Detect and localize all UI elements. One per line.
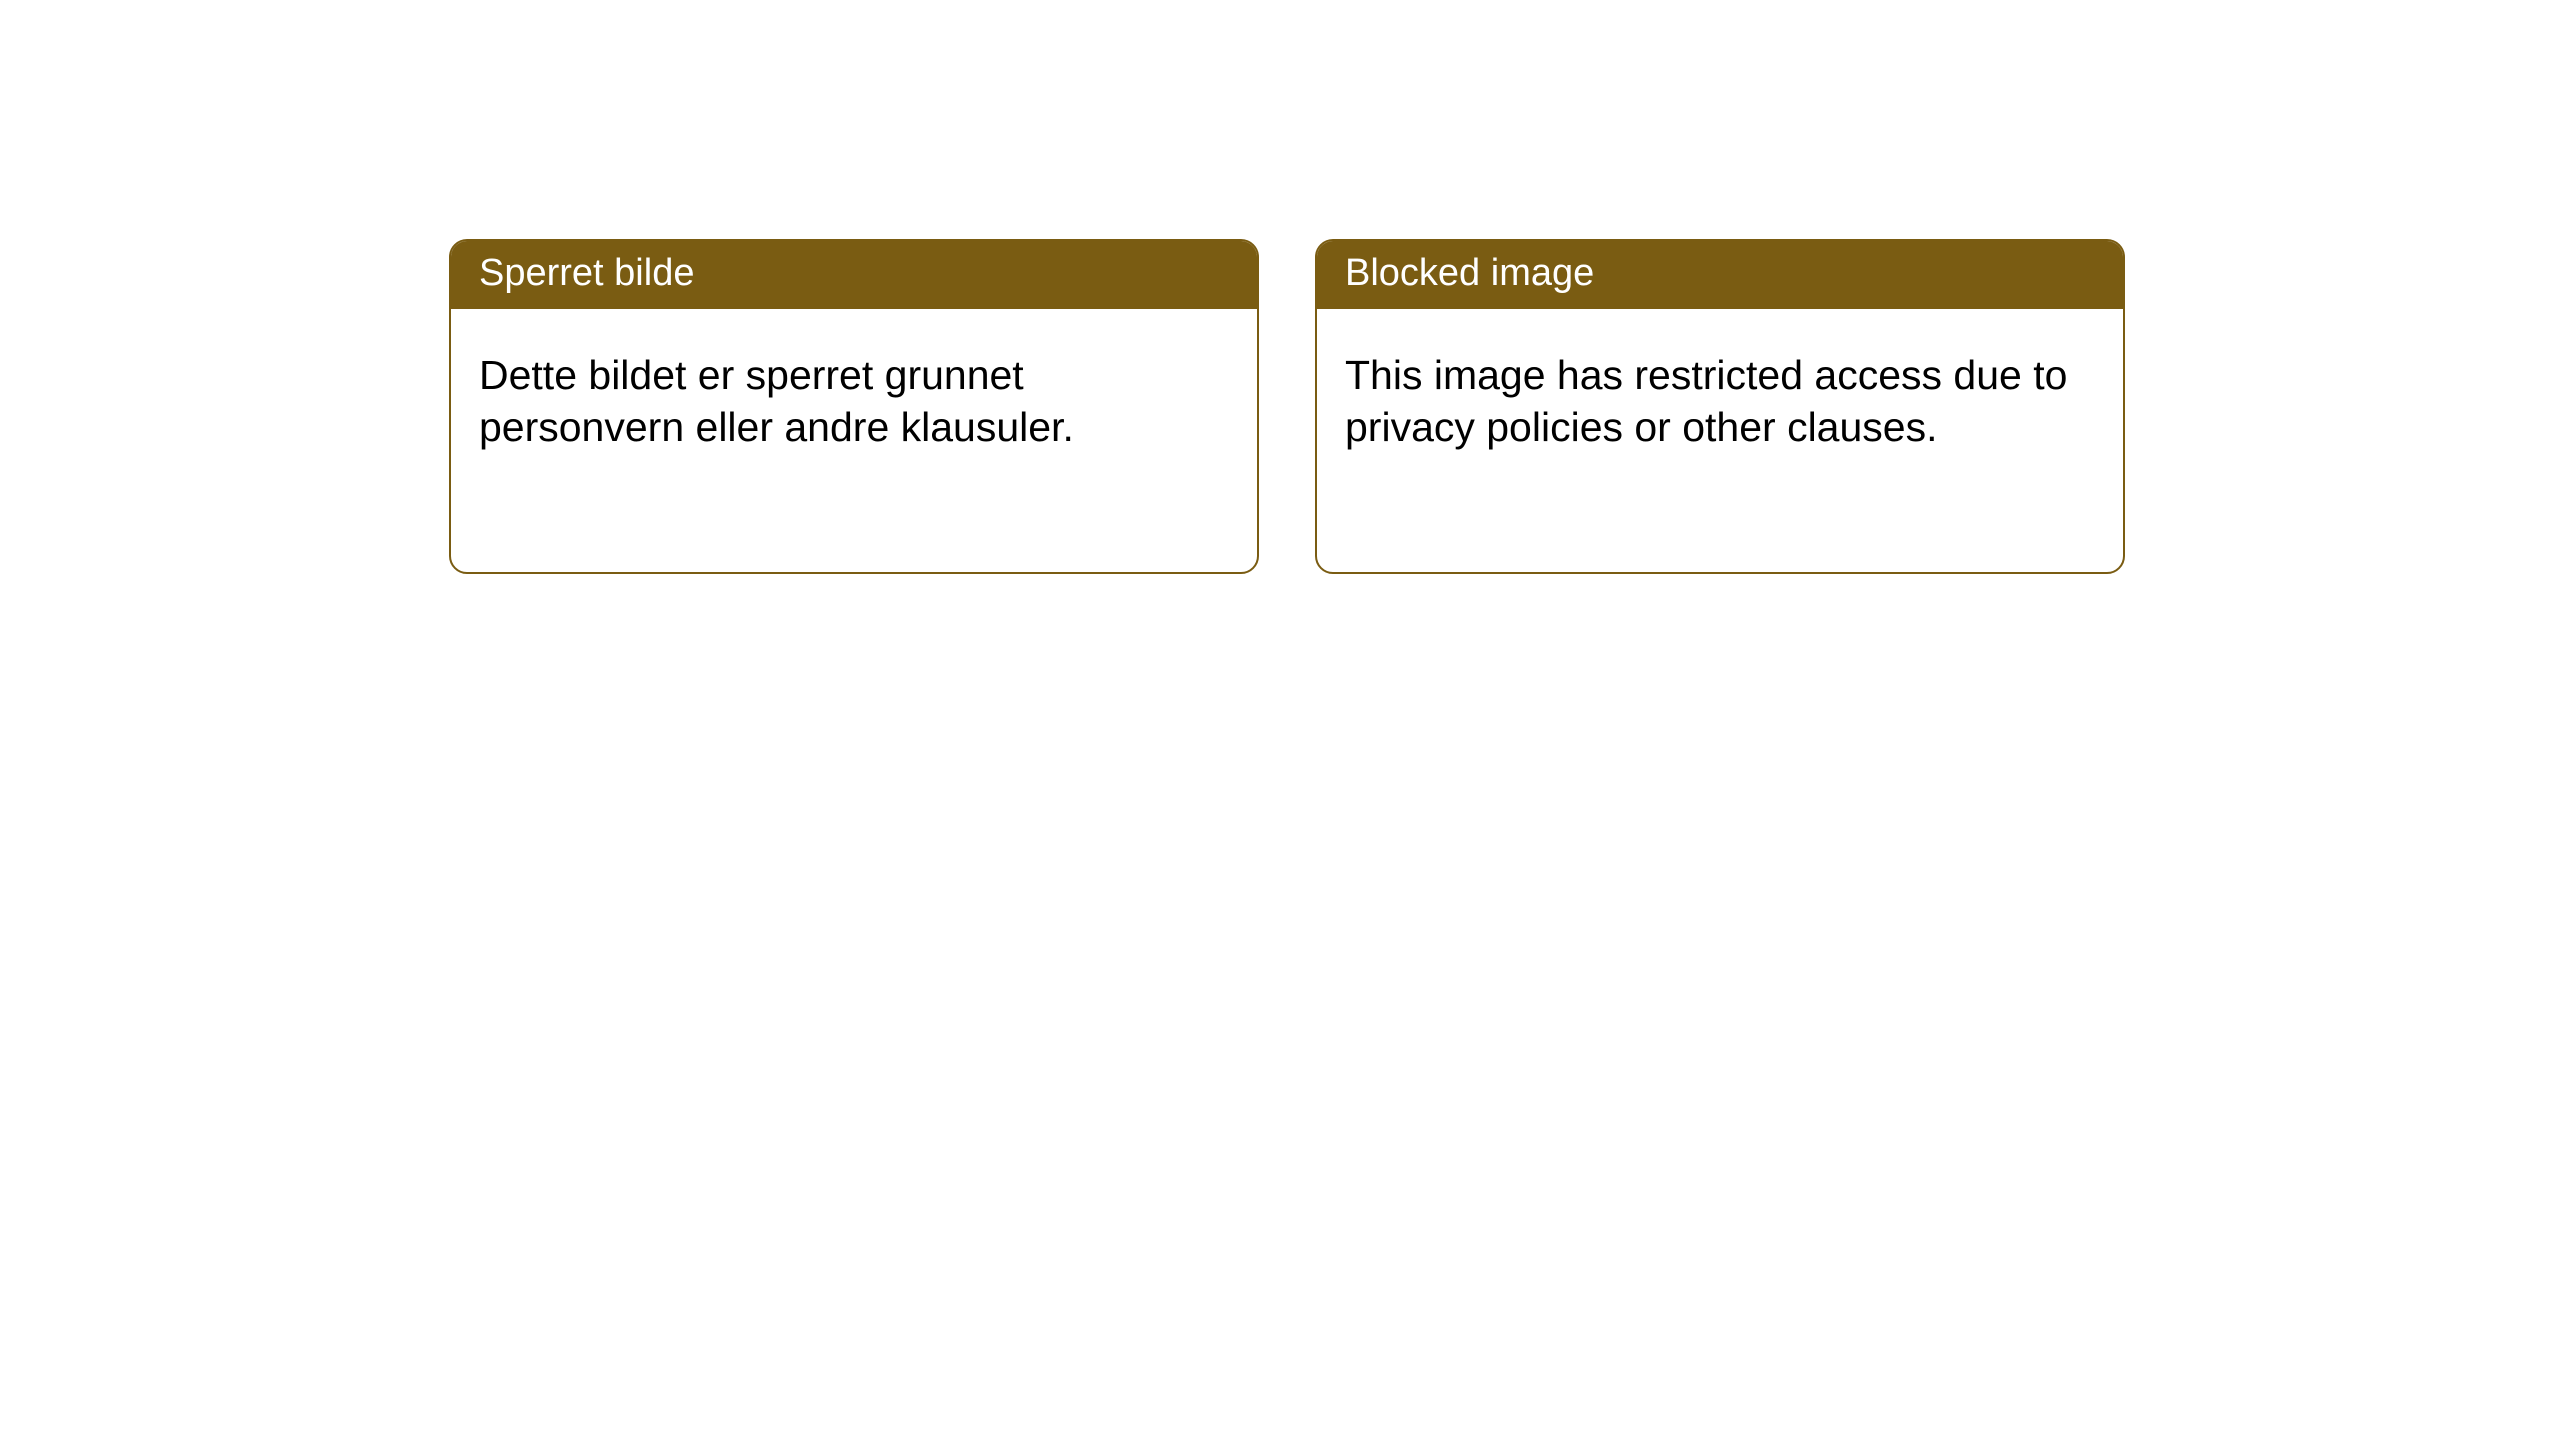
notice-card-english: Blocked image This image has restricted … — [1315, 239, 2125, 574]
notice-header: Blocked image — [1317, 241, 2123, 309]
notice-card-norwegian: Sperret bilde Dette bildet er sperret gr… — [449, 239, 1259, 574]
notice-body: This image has restricted access due to … — [1317, 309, 2123, 474]
notice-container: Sperret bilde Dette bildet er sperret gr… — [0, 0, 2560, 574]
notice-header: Sperret bilde — [451, 241, 1257, 309]
notice-body: Dette bildet er sperret grunnet personve… — [451, 309, 1257, 474]
